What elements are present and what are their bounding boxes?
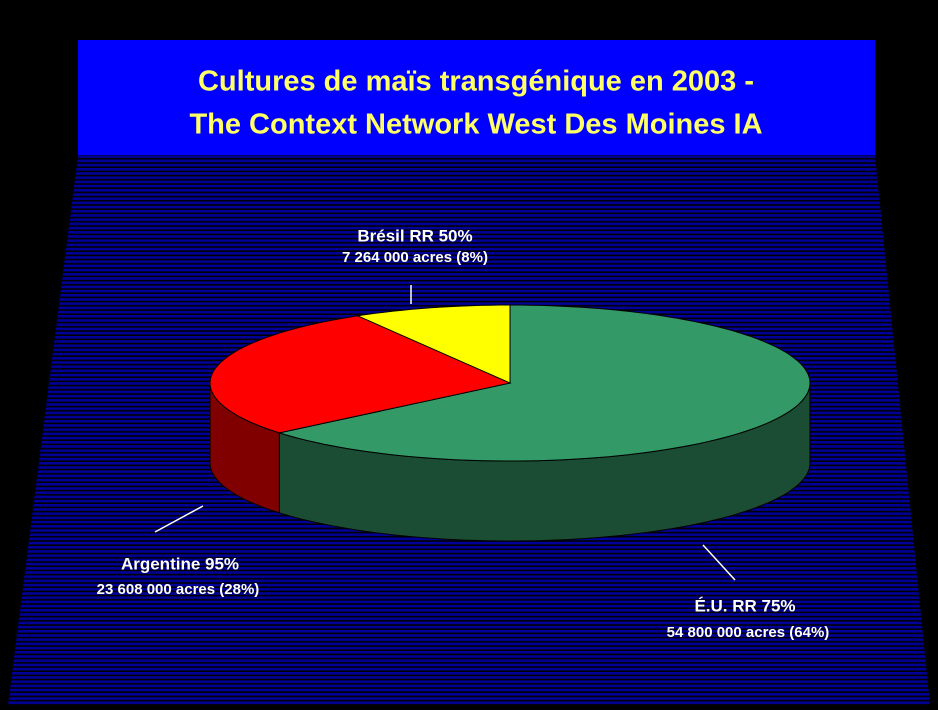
slice-label: Brésil RR 50% [357, 226, 472, 245]
slice [355, 304, 511, 384]
leader-line [702, 544, 736, 581]
value-label: 54 800 000 acres (64%) [667, 624, 830, 641]
title-line: Cultures de maïs transgénique en 2003 - [198, 66, 754, 98]
value-label: 23 608 000 acres (28%) [97, 581, 260, 598]
title-line: The Context Network West Des Moines IA [189, 109, 762, 141]
slice-label: É.U. RR 75% [694, 596, 795, 615]
leader-line [154, 505, 204, 533]
pie [209, 304, 811, 542]
value-label: 7 264 000 acres (8%) [342, 249, 488, 266]
slice-label: Argentine 95% [121, 554, 239, 573]
slice [279, 304, 811, 462]
title-box [78, 40, 875, 155]
slice [209, 315, 512, 434]
